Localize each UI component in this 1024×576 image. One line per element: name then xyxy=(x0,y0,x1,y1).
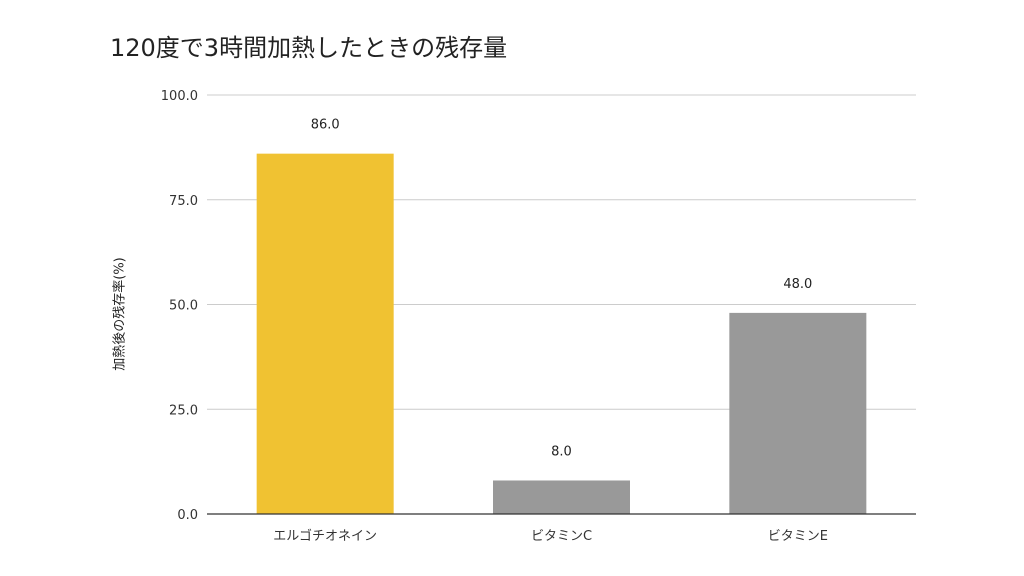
bar xyxy=(493,480,630,514)
y-tick-label: 25.0 xyxy=(169,403,198,418)
y-tick-label: 100.0 xyxy=(161,89,198,104)
bar xyxy=(256,153,394,514)
bar xyxy=(729,312,867,514)
x-tick-label: ビタミンE xyxy=(768,529,828,544)
x-tick-label: ビタミンC xyxy=(531,529,592,544)
data-label: 86.0 xyxy=(311,118,340,133)
chart-title: 120度で3時間加熱したときの残存量 xyxy=(110,34,508,62)
y-tick-label: 50.0 xyxy=(169,299,198,314)
y-tick-label: 0.0 xyxy=(177,508,198,523)
y-tick-label: 75.0 xyxy=(169,194,198,209)
data-label: 48.0 xyxy=(783,277,812,292)
x-tick-label: エルゴチオネイン xyxy=(273,528,377,544)
data-label: 8.0 xyxy=(551,444,572,459)
